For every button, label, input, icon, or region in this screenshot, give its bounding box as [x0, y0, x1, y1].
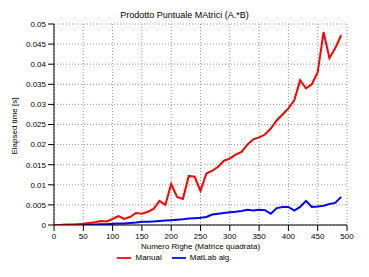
- svg-text:0: 0: [42, 221, 47, 230]
- svg-text:500: 500: [340, 232, 354, 241]
- svg-text:Elapsed time [s]: Elapsed time [s]: [10, 98, 19, 155]
- svg-text:0.015: 0.015: [26, 161, 47, 170]
- svg-text:50: 50: [79, 232, 88, 241]
- svg-text:350: 350: [252, 232, 266, 241]
- html-text:Manual: Manual: [135, 253, 162, 263]
- svg-text:Numero Righe (Matrice quadrata: Numero Righe (Matrice quadrata): [141, 242, 260, 251]
- svg-text:0.03: 0.03: [30, 100, 46, 109]
- svg-text:0: 0: [52, 232, 57, 241]
- svg-text:0.005: 0.005: [26, 201, 47, 210]
- svg-text:250: 250: [194, 232, 208, 241]
- svg-text:100: 100: [106, 232, 120, 241]
- svg-text:300: 300: [223, 232, 237, 241]
- svg-text:150: 150: [135, 232, 149, 241]
- html-text:Prodotto Puntuale MAtrici (A.*: Prodotto Puntuale MAtrici (A.*B): [120, 10, 249, 20]
- svg-text:0.05: 0.05: [30, 22, 46, 29]
- svg-text:0.02: 0.02: [30, 140, 46, 149]
- svg-text:0.035: 0.035: [26, 80, 47, 89]
- svg-text:0.045: 0.045: [26, 40, 47, 49]
- svg-text:450: 450: [311, 232, 325, 241]
- svg-text:0.04: 0.04: [30, 60, 46, 69]
- svg-text:0.01: 0.01: [30, 181, 46, 190]
- svg-text:0.025: 0.025: [26, 120, 47, 129]
- svg-text:200: 200: [165, 232, 179, 241]
- svg-text:400: 400: [282, 232, 296, 241]
- html-text:MatLab alg.: MatLab alg.: [189, 253, 232, 263]
